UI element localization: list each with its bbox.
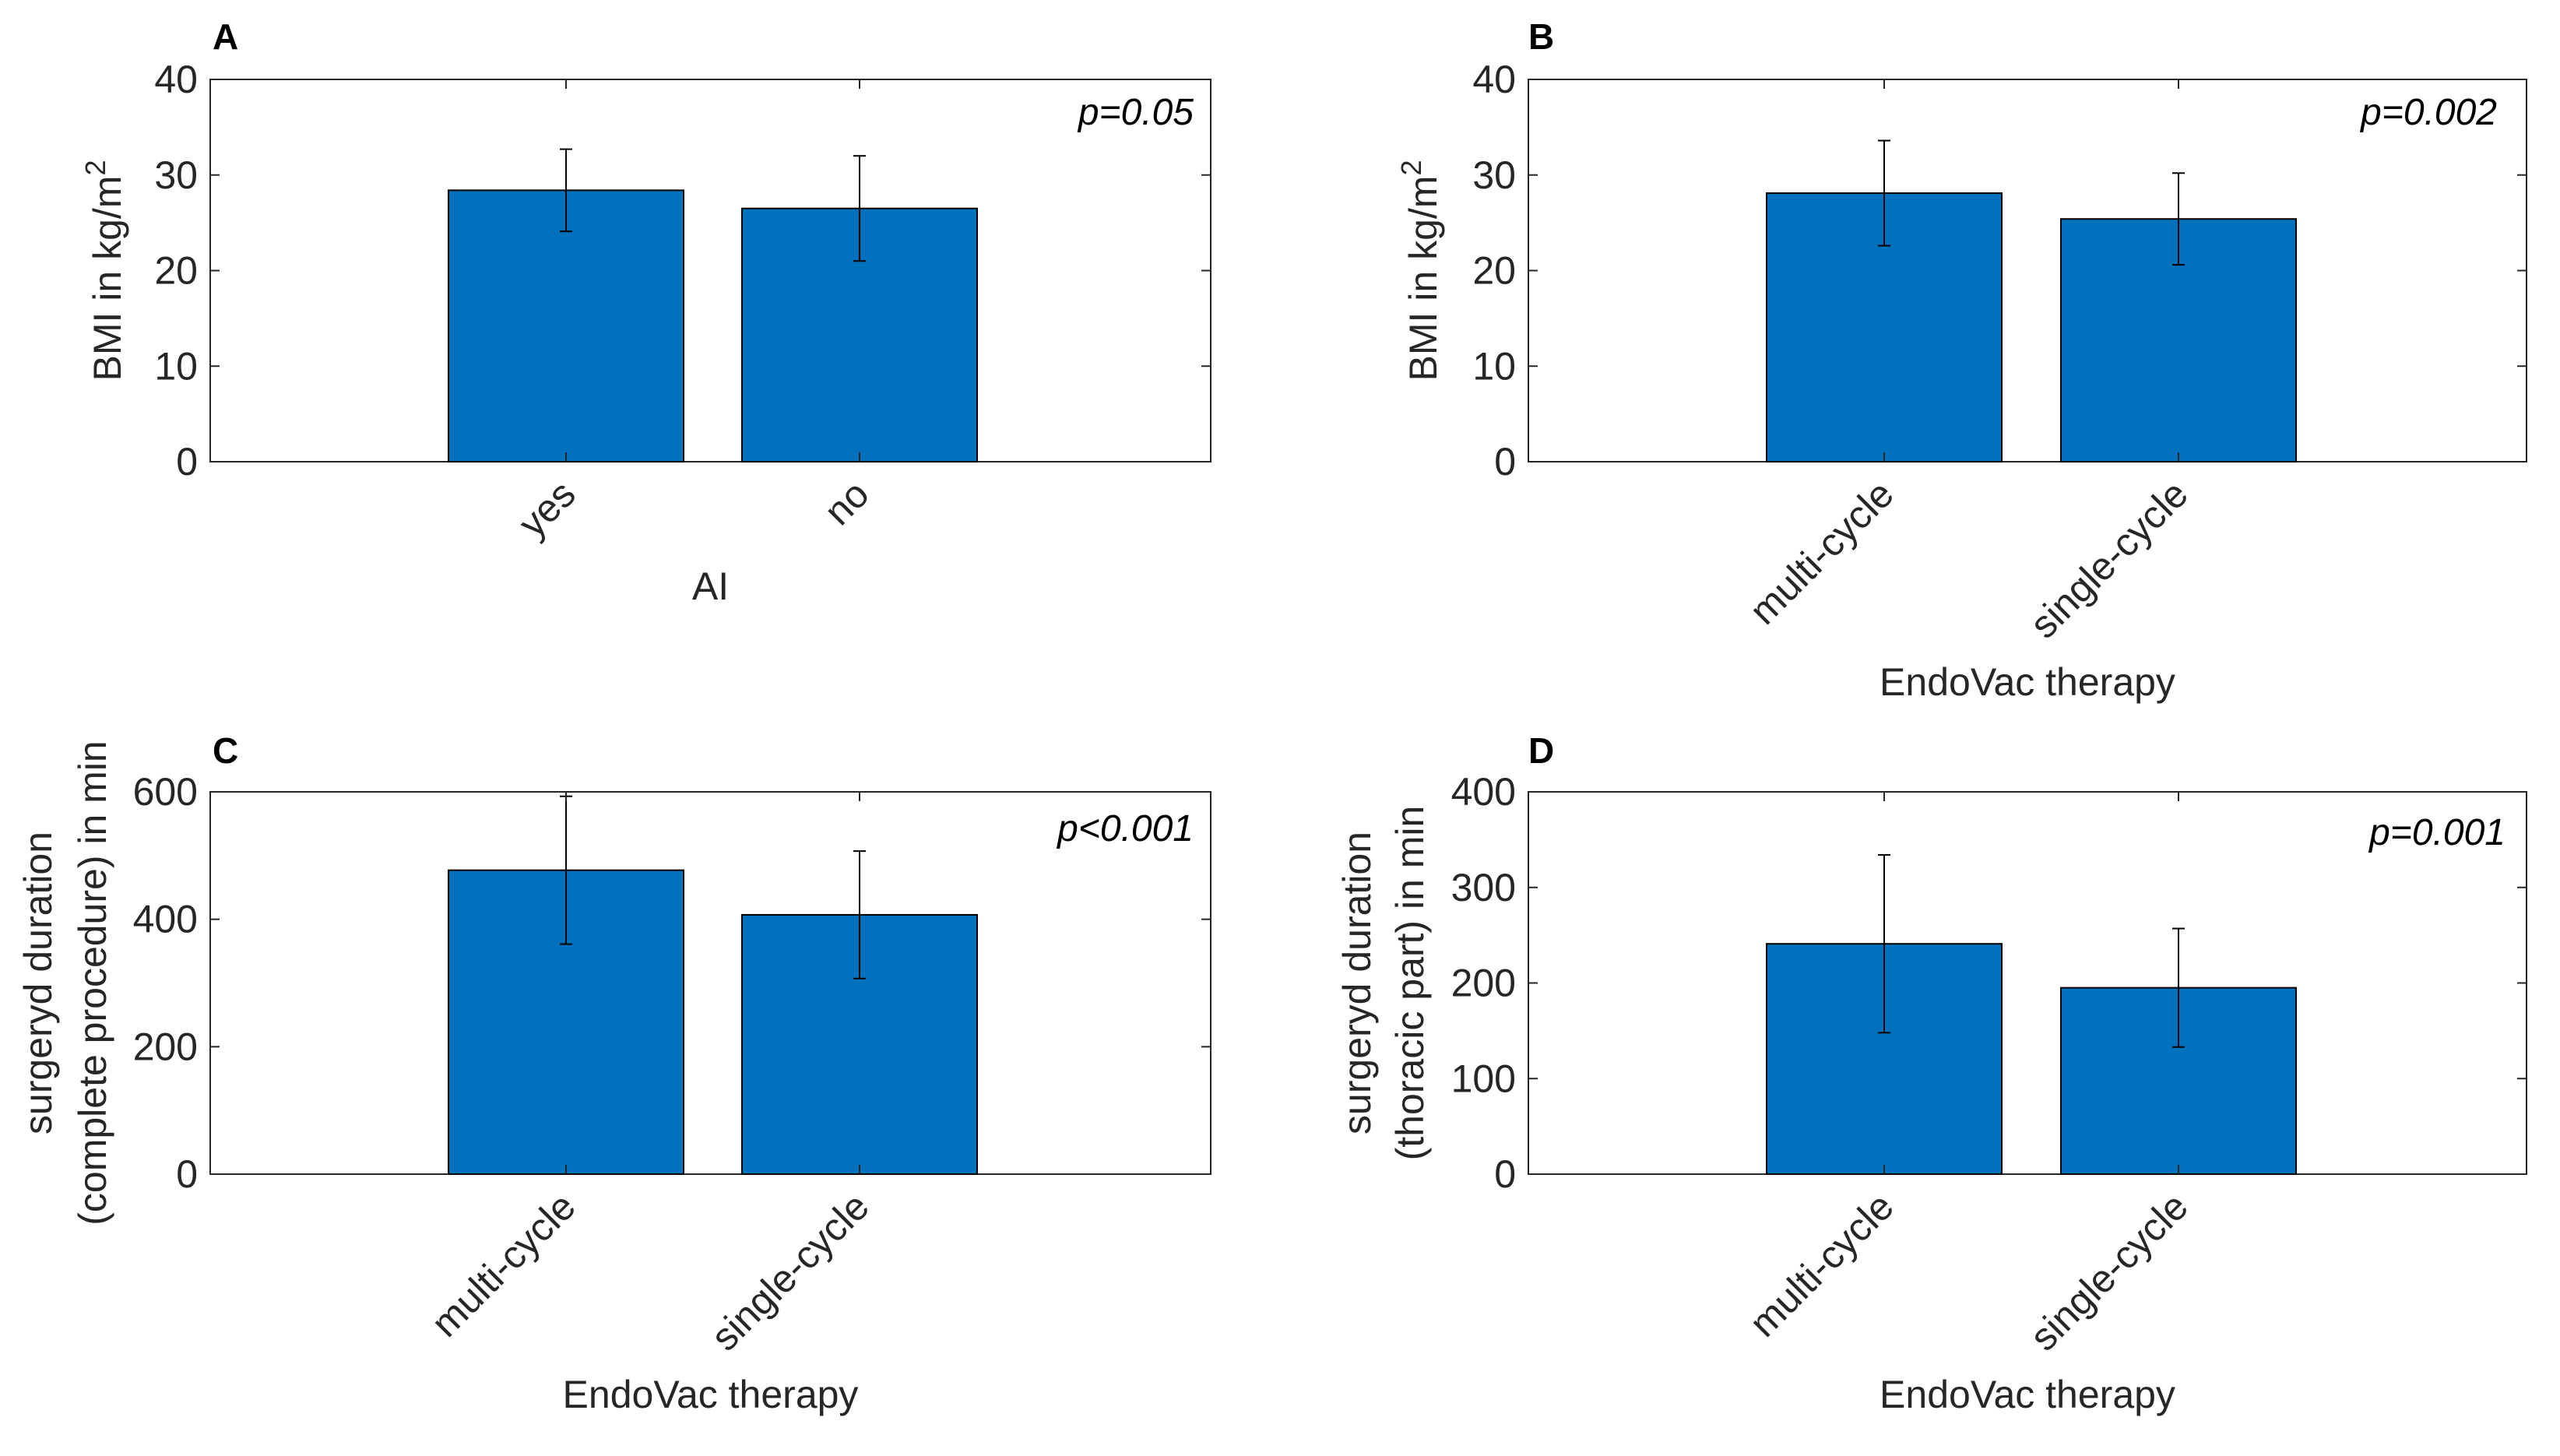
y-tick-label: 0 bbox=[176, 1152, 198, 1196]
error-bar-yes bbox=[560, 148, 572, 233]
y-tick-label: 200 bbox=[133, 1025, 198, 1068]
y-tick-label: 200 bbox=[1451, 962, 1516, 1005]
panel-a: 0 10 20 30 40 yes no AI BMI in kg/m2 Ap=0.05 bbox=[79, 16, 1211, 608]
y-tick-label: 10 bbox=[1472, 344, 1516, 388]
p-value-annotation: p<0.001 bbox=[1056, 808, 1194, 849]
x-axis-label: EndoVac therapy bbox=[1880, 660, 2175, 704]
error-bar-multi-cycle bbox=[1878, 854, 1890, 1034]
x-tick-label-multi-cycle: multi-cycle bbox=[1741, 1184, 1902, 1345]
error-bar-no bbox=[853, 155, 866, 262]
x-axis-label: AI bbox=[692, 564, 729, 608]
y-axis-label-line-2: (complete procedure) in min bbox=[71, 740, 114, 1226]
axes-frame bbox=[209, 79, 1211, 462]
y-tick-label: 20 bbox=[154, 249, 198, 293]
axes-frame bbox=[1528, 791, 2527, 1175]
y-tick-label: 400 bbox=[1451, 770, 1516, 814]
y-axis-label-line-1: surgeryd duration bbox=[16, 832, 60, 1134]
x-tick-label-yes: yes bbox=[510, 472, 584, 546]
y-tick-label: 20 bbox=[1472, 249, 1516, 293]
y-tick-label: 300 bbox=[1451, 866, 1516, 909]
y-axis-label-main: BMI in kg/m bbox=[86, 176, 129, 382]
y-tick-label: 0 bbox=[1494, 1152, 1516, 1196]
x-tick-label-multi-cycle: multi-cycle bbox=[1741, 472, 1902, 633]
y-axis-label-superscript: 2 bbox=[79, 160, 111, 176]
panel-letter: A bbox=[213, 16, 238, 57]
panel-letter: B bbox=[1528, 16, 1554, 57]
error-bar-single-cycle bbox=[2172, 172, 2185, 266]
x-tick-label-single-cycle: single-cycle bbox=[2021, 472, 2196, 646]
x-tick-label-multi-cycle: multi-cycle bbox=[423, 1184, 584, 1345]
y-tick-label: 30 bbox=[1472, 153, 1516, 197]
x-tick-label-no: no bbox=[816, 472, 877, 533]
y-axis-label-line-1: surgeryd duration bbox=[1335, 832, 1379, 1134]
y-tick-label: 30 bbox=[154, 153, 198, 197]
error-bar-multi-cycle bbox=[1878, 139, 1890, 247]
x-tick-label-single-cycle: single-cycle bbox=[2021, 1184, 2196, 1359]
panel-c: 0 200 400 600 multi-cycle single-cycle EndoVac… bbox=[16, 730, 1211, 1416]
panel-letter: C bbox=[213, 730, 238, 771]
panel-b: 0 10 20 30 40 multi-cycle single-cycle EndoVac … bbox=[1395, 16, 2527, 704]
y-axis-label: BMI in kg/m2 bbox=[1395, 160, 1445, 382]
y-tick-label: 400 bbox=[133, 898, 198, 941]
p-value-annotation: p=0.05 bbox=[1077, 92, 1194, 133]
y-tick-label: 0 bbox=[1494, 440, 1516, 484]
panel-letter: D bbox=[1528, 730, 1554, 771]
y-axis-label: BMI in kg/m2 bbox=[79, 160, 129, 382]
error-bar-single-cycle bbox=[2172, 927, 2185, 1048]
y-axis-label-main: BMI in kg/m bbox=[1401, 176, 1445, 382]
y-tick-label: 600 bbox=[133, 770, 198, 814]
y-tick-label: 100 bbox=[1451, 1057, 1516, 1100]
x-axis-label: EndoVac therapy bbox=[1880, 1373, 2175, 1416]
panel-d: 0 100 200 300 400 multi-cycle single-cycle Endo… bbox=[1335, 730, 2527, 1416]
y-axis-label-line-2: (thoracic part) in min bbox=[1388, 806, 1432, 1161]
p-value-annotation: p=0.002 bbox=[2359, 92, 2497, 133]
x-tick-label-single-cycle: single-cycle bbox=[702, 1184, 877, 1359]
y-tick-label: 40 bbox=[1472, 58, 1516, 101]
p-value-annotation: p=0.001 bbox=[2368, 812, 2505, 853]
axes-frame bbox=[209, 791, 1211, 1175]
y-tick-label: 40 bbox=[154, 58, 198, 101]
y-tick-label: 10 bbox=[154, 344, 198, 388]
axes-frame bbox=[1528, 79, 2527, 462]
x-axis-label: EndoVac therapy bbox=[563, 1373, 859, 1416]
error-bar-single-cycle bbox=[853, 850, 866, 979]
y-axis-label-superscript: 2 bbox=[1395, 160, 1427, 176]
y-tick-label: 0 bbox=[176, 440, 198, 484]
